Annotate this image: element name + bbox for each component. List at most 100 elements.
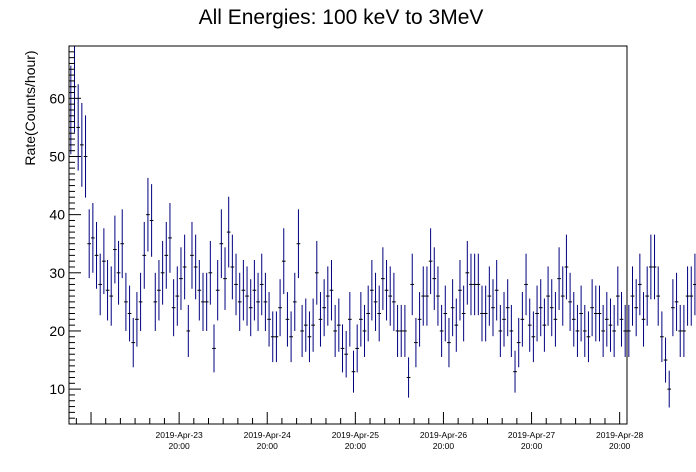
x-tick-time-label: 20:00 <box>168 441 190 451</box>
data-point <box>645 266 650 326</box>
y-tick-label: 20 <box>49 323 65 339</box>
data-point <box>142 221 147 289</box>
data-point <box>586 311 591 363</box>
data-point <box>208 240 213 305</box>
data-point <box>384 260 389 321</box>
data-point <box>615 266 620 326</box>
data-point <box>175 266 180 326</box>
x-tick-date-label: 2019-Apr-25 <box>332 430 380 440</box>
data-point <box>344 330 348 378</box>
data-point <box>590 279 594 337</box>
data-point <box>516 317 521 368</box>
data-point <box>476 253 481 316</box>
data-point <box>381 247 385 310</box>
y-tick-label: 30 <box>49 265 65 281</box>
data-point <box>245 266 249 326</box>
data-point <box>289 311 293 363</box>
data-point <box>98 253 103 316</box>
data-point <box>436 266 440 326</box>
data-point <box>219 209 224 279</box>
data-point <box>94 221 99 289</box>
data-point <box>113 215 117 284</box>
data-point <box>362 304 367 357</box>
data-point <box>303 298 308 352</box>
data-point <box>212 324 216 373</box>
data-point <box>300 304 304 357</box>
data-point <box>292 272 297 331</box>
data-point <box>171 279 176 337</box>
data-point <box>685 266 690 326</box>
data-point <box>535 285 539 342</box>
data-point <box>461 285 466 342</box>
data-point <box>439 304 444 357</box>
x-tick-time-label: 20:00 <box>521 441 543 451</box>
x-tick-date-label: 2019-Apr-26 <box>420 430 468 440</box>
data-point <box>454 298 459 352</box>
data-point <box>329 260 334 321</box>
data-point <box>608 298 613 352</box>
data-point <box>237 272 242 331</box>
data-point <box>388 266 393 326</box>
data-point <box>549 279 554 337</box>
data-point <box>557 247 561 310</box>
data-point <box>241 260 246 321</box>
data-point <box>410 253 415 316</box>
y-tick-label: 40 <box>49 207 65 223</box>
data-point <box>509 304 514 357</box>
data-point <box>542 298 547 352</box>
data-point <box>627 304 631 357</box>
data-point <box>619 292 624 347</box>
data-point <box>623 304 627 357</box>
data-point <box>230 234 235 300</box>
data-point <box>263 272 268 331</box>
data-point <box>248 279 253 337</box>
data-point <box>351 350 356 393</box>
data-point <box>682 304 686 357</box>
data-point <box>520 292 525 347</box>
axes-group: 1020304050602019-Apr-2320:002019-Apr-242… <box>49 45 644 451</box>
data-point <box>127 285 132 342</box>
data-point <box>146 177 150 252</box>
data-point <box>201 272 205 331</box>
data-point <box>469 253 473 316</box>
data-point <box>601 304 605 357</box>
data-point <box>660 311 664 363</box>
data-points-group <box>69 46 696 408</box>
data-point <box>546 266 550 326</box>
data-point <box>406 357 411 398</box>
data-point <box>307 311 312 363</box>
data-point <box>392 272 396 331</box>
data-point <box>582 304 587 357</box>
data-point <box>579 285 583 342</box>
y-tick-label: 60 <box>49 90 65 106</box>
data-point <box>296 209 301 279</box>
data-point <box>465 240 470 305</box>
data-point <box>314 240 319 305</box>
data-point <box>538 279 543 337</box>
data-point <box>505 279 510 337</box>
data-point <box>109 266 114 326</box>
data-point <box>568 272 572 331</box>
data-point <box>414 317 418 368</box>
data-point <box>366 285 371 342</box>
data-point <box>256 272 260 331</box>
data-point <box>483 285 488 342</box>
data-point <box>252 260 257 321</box>
data-point <box>502 292 506 347</box>
data-point <box>425 266 429 326</box>
data-point <box>186 304 191 357</box>
data-point <box>604 292 609 347</box>
data-point <box>399 304 404 357</box>
data-point <box>193 234 198 300</box>
data-point <box>487 266 492 326</box>
plot-frame <box>68 45 628 425</box>
data-point <box>597 285 602 342</box>
data-point <box>226 196 231 268</box>
data-point <box>322 279 326 337</box>
data-point <box>72 46 77 133</box>
data-point <box>553 292 558 347</box>
data-point <box>278 279 282 337</box>
data-point <box>135 292 139 347</box>
data-point <box>153 272 158 331</box>
data-point <box>428 228 433 295</box>
